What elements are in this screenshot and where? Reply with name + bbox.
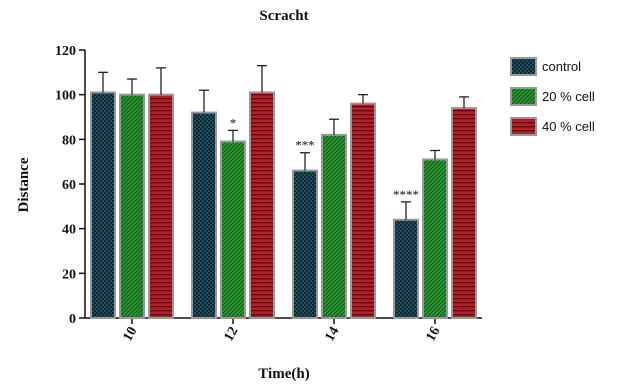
chart-title: Scracht <box>259 8 308 24</box>
x-tick-label: 10 <box>120 325 140 345</box>
bar-control-16 <box>393 218 419 320</box>
bar-20cell-12 <box>220 140 246 319</box>
bar-20cell-14 <box>321 133 347 319</box>
significance-label: * <box>230 115 237 130</box>
y-tick-label: 80 <box>62 133 76 148</box>
legend-label: control <box>542 59 581 74</box>
legend-swatch <box>510 117 537 136</box>
bar-40cell-10 <box>148 93 174 319</box>
bar-40cell-12 <box>249 91 275 319</box>
bar-40cell-16 <box>451 107 477 319</box>
bar-control-10 <box>90 91 116 319</box>
bar-20cell-16 <box>422 158 448 319</box>
bar-20cell-10 <box>119 93 145 319</box>
significance-label: **** <box>393 187 419 202</box>
legend-swatch <box>510 87 537 106</box>
x-tick-label: 14 <box>322 325 342 345</box>
y-axis-label: Distance <box>16 157 32 212</box>
y-tick-label: 100 <box>55 89 76 104</box>
bar-40cell-14 <box>350 102 376 319</box>
y-tick-label: 40 <box>62 223 76 238</box>
y-tick-label: 0 <box>69 312 76 327</box>
legend-label: 20 % cell <box>542 89 595 104</box>
bar-control-12 <box>191 111 217 319</box>
x-tick-label: 16 <box>423 325 443 345</box>
y-tick-label: 120 <box>55 44 76 59</box>
y-tick-label: 20 <box>62 267 76 282</box>
x-axis-label: Time(h) <box>258 366 309 382</box>
y-tick-label: 60 <box>62 178 76 193</box>
legend-label: 40 % cell <box>542 119 595 134</box>
x-tick-label: 12 <box>221 325 241 345</box>
significance-label: *** <box>295 138 315 153</box>
legend-swatch <box>510 57 537 76</box>
bar-control-14 <box>292 169 318 319</box>
